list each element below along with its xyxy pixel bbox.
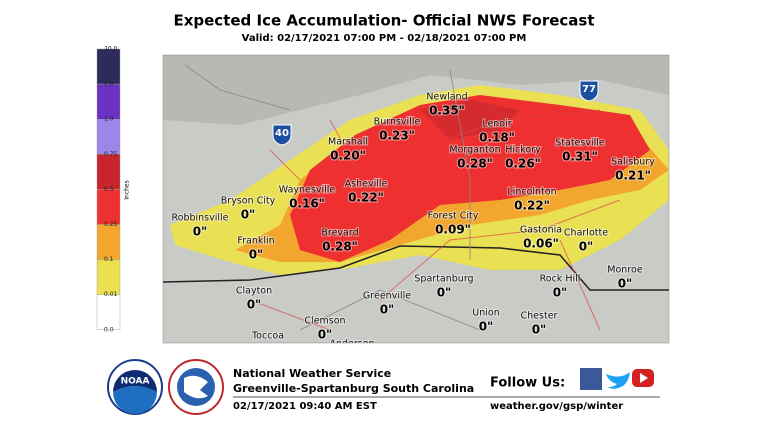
ice-amount: 0.06": [523, 237, 559, 251]
city-name: Asheville: [345, 179, 388, 190]
legend-label: 0.0: [104, 326, 114, 333]
city-name: Anderson: [329, 339, 374, 350]
interstate-shield: 40: [272, 124, 292, 146]
legend-label: 0.75: [104, 151, 118, 158]
city-name: Lenoir: [482, 119, 511, 130]
follow-label: Follow Us:: [490, 376, 565, 391]
location: Greenville-Spartanburg South Carolina: [233, 382, 474, 395]
legend-swatch: [96, 189, 121, 225]
legend-label: 0.1: [104, 256, 114, 263]
city-name: Waynesville: [279, 185, 336, 196]
shield-number: 40: [275, 128, 289, 139]
subtitle: Valid: 02/17/2021 07:00 PM - 02/18/2021 …: [242, 33, 527, 44]
city-name: Union: [472, 308, 499, 319]
ice-amount: 0.18": [479, 131, 515, 145]
city-name: Rock Hill: [540, 274, 581, 285]
legend: 20.0 2.0 1.0 0.75 0.5 0.25 0.1 0.01 0.0: [96, 46, 121, 333]
ice-amount: 0": [380, 303, 395, 317]
logo-text: NOAA: [121, 377, 150, 387]
legend-swatch: [96, 83, 121, 120]
ice-amount: 0": [241, 208, 256, 222]
ice-amount: 0": [579, 240, 594, 254]
ice-amount: 0.31": [562, 150, 598, 164]
map-frame: [162, 54, 670, 344]
city-name: Marshall: [328, 137, 368, 148]
ice-amount: 0.23": [379, 129, 415, 143]
city-name: Franklin: [237, 236, 274, 247]
city-name: Clemson: [304, 316, 345, 327]
city-name: Gastonia: [520, 225, 562, 236]
noaa-logo: NOAA: [107, 359, 163, 415]
ice-amount: 0.20": [330, 149, 366, 163]
twitter-icon[interactable]: [606, 372, 630, 389]
ice-amount: 0": [249, 248, 264, 262]
legend-label: 20.0: [104, 46, 118, 53]
legend-swatch: [96, 48, 121, 85]
legend-swatch: [96, 259, 121, 295]
ice-amount: 0": [437, 286, 452, 300]
facebook-icon[interactable]: [580, 368, 602, 390]
city-name: Bryson City: [221, 196, 276, 207]
title: Expected Ice Accumulation- Official NWS …: [173, 12, 594, 30]
city-name: Toccoa: [251, 331, 284, 342]
ice-amount: 0.35": [429, 104, 465, 118]
ice-amount: 0": [247, 298, 262, 312]
city-name: Brevard: [321, 228, 358, 239]
ice-amount: 0.28": [322, 240, 358, 254]
legend-swatch: [96, 294, 121, 331]
ice-amount: 0": [553, 286, 568, 300]
interstate-shield: 77: [579, 80, 599, 102]
city-name: Charlotte: [564, 228, 608, 239]
shield-number: 77: [582, 84, 596, 95]
ice-amount: 0.28": [457, 157, 493, 171]
ice-amount: 0": [318, 328, 333, 342]
city-name: Chester: [521, 311, 558, 322]
office: National Weather Service: [233, 367, 391, 380]
legend-swatch: [96, 154, 121, 190]
url[interactable]: weather.gov/gsp/winter: [490, 401, 623, 412]
legend-swatch: [96, 118, 121, 155]
city-name: Clayton: [236, 286, 272, 297]
city-name: Newland: [426, 92, 467, 103]
city-name: Hickory: [505, 145, 541, 156]
city-name: Forest City: [428, 211, 479, 222]
ice-amount: 0.16": [289, 197, 325, 211]
legend-label: 1.0: [104, 116, 114, 123]
city-name: Monroe: [607, 265, 643, 276]
city-name: Statesville: [555, 138, 605, 149]
ice-amount: 0": [618, 277, 633, 291]
city-name: Lincolnton: [507, 187, 556, 198]
ice-amount: 0": [479, 320, 494, 334]
city-name: Robbinsville: [171, 213, 228, 224]
city-name: Greenville: [363, 291, 411, 302]
issued: 02/17/2021 09:40 AM EST: [233, 401, 377, 412]
legend-label: 0.5: [104, 186, 114, 193]
ice-amount: 0": [532, 323, 547, 337]
legend-unit: Inches: [124, 180, 131, 200]
ice-amount: 0.09": [435, 223, 471, 237]
ice-amount: 0.26": [505, 157, 541, 171]
legend-label: 2.0: [104, 81, 114, 88]
city-name: Burnsville: [374, 117, 421, 128]
nws-logo: [168, 359, 224, 415]
city-name: Morganton: [449, 145, 500, 156]
legend-label: 0.01: [104, 291, 118, 298]
ice-amount: 0.21": [615, 169, 651, 183]
city-name: Spartanburg: [414, 274, 473, 285]
ice-amount: 0": [193, 225, 208, 239]
legend-label: 0.25: [104, 221, 118, 228]
city-name: Salisbury: [611, 157, 655, 168]
ice-amount: 0.22": [514, 199, 550, 213]
legend-swatch: [96, 224, 121, 260]
ice-amount: 0.22": [348, 191, 384, 205]
